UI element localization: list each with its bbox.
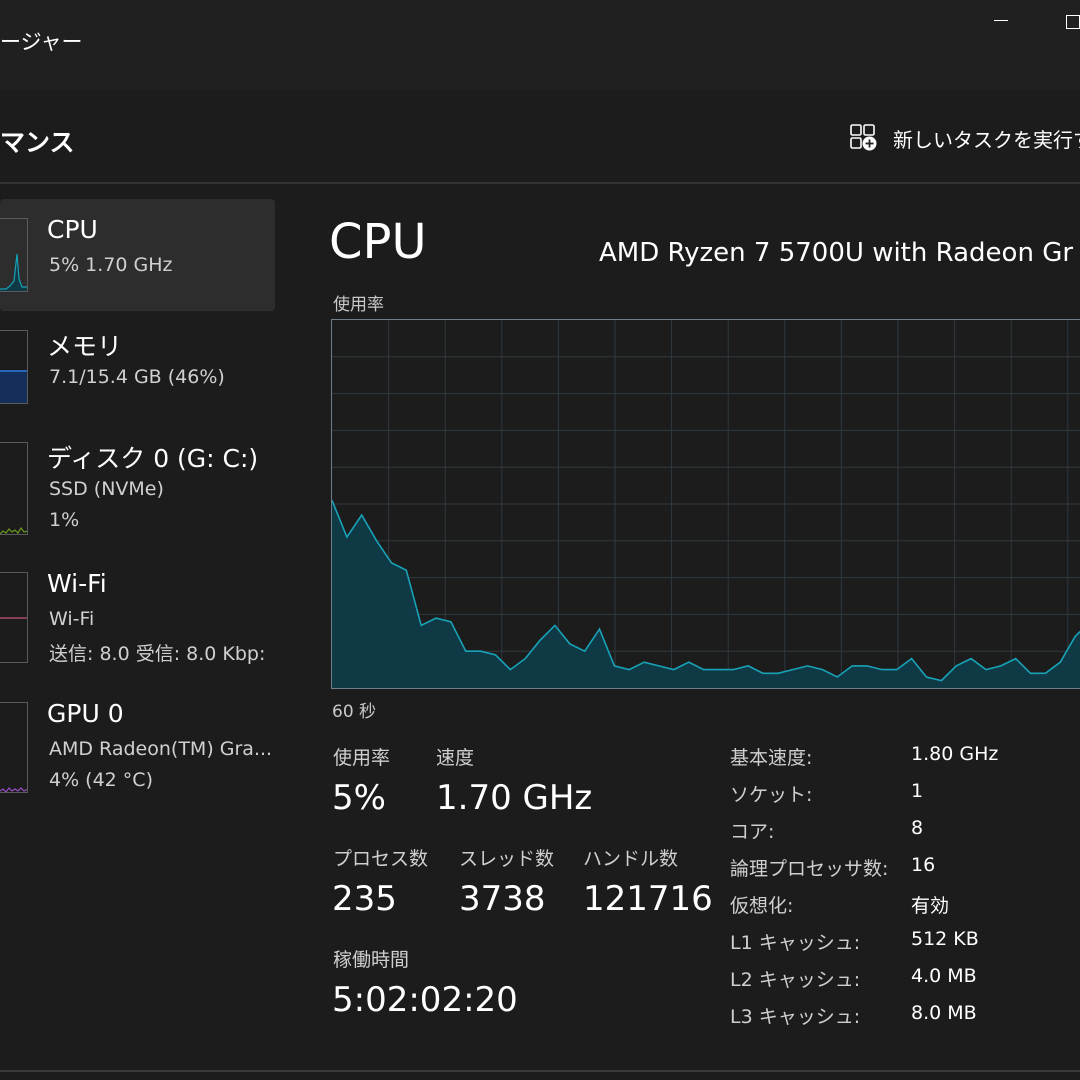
run-new-task-label: 新しいタスクを実行す — [893, 128, 1080, 152]
cpu-model-name: AMD Ryzen 7 5700U with Radeon Gr — [599, 238, 1074, 268]
spec-value: 1 — [911, 780, 924, 802]
spec-label: ソケット: — [730, 784, 813, 806]
processes-value: 235 — [332, 879, 397, 919]
minimize-icon — [994, 20, 1008, 21]
memory-mini-graph — [0, 330, 28, 404]
sidebar-item-detail: 1% — [49, 509, 80, 531]
sidebar-item-title: メモリ — [47, 332, 123, 361]
minimize-button[interactable] — [988, 6, 1018, 36]
handles-value: 121716 — [583, 879, 713, 919]
gpu-mini-graph — [0, 702, 28, 793]
spec-label: 仮想化: — [730, 895, 794, 917]
processes-label: プロセス数 — [333, 848, 429, 870]
wifi-mini-graph — [0, 572, 28, 663]
sidebar-item-detail: Wi-Fi — [49, 608, 95, 630]
maximize-icon — [1066, 15, 1080, 29]
spec-value: 16 — [911, 854, 936, 876]
spec-label: コア: — [730, 821, 775, 843]
page-title: マンス — [0, 128, 75, 157]
cpu-usage-graph — [331, 319, 1080, 689]
spec-value: 有効 — [911, 895, 950, 917]
cpu-heading: CPU — [329, 214, 427, 270]
sidebar-item-title: Wi-Fi — [47, 569, 107, 598]
usage-value: 5% — [332, 778, 386, 818]
cpu-usage-line — [332, 499, 1080, 682]
uptime-label: 稼働時間 — [333, 949, 410, 971]
sidebar-item-title: ディスク 0 (G: C:) — [47, 444, 259, 473]
sidebar-item-detail: 5% 1.70 GHz — [49, 254, 173, 276]
spec-value: 8 — [911, 817, 924, 839]
graph-usage-label: 使用率 — [333, 295, 384, 315]
spec-value: 4.0 MB — [911, 965, 977, 987]
sidebar-item-detail: 7.1/15.4 GB (46%) — [49, 366, 225, 388]
sidebar-item-gpu[interactable]: GPU 0 AMD Radeon(TM) Gra... 4% (42 °C) — [0, 683, 275, 813]
new-task-icon — [850, 124, 877, 151]
sidebar-item-wifi[interactable]: Wi-Fi Wi-Fi 送信: 8.0 受信: 8.0 Kbp: — [0, 553, 275, 683]
usage-label: 使用率 — [333, 747, 391, 769]
bottom-divider — [0, 1070, 1080, 1072]
sidebar-item-detail: SSD (NVMe) — [49, 478, 164, 500]
spec-label: L3 キャッシュ: — [730, 1006, 861, 1028]
maximize-button[interactable] — [1062, 6, 1080, 36]
graph-time-label: 60 秒 — [332, 702, 377, 722]
threads-label: スレッド数 — [459, 848, 555, 870]
page-header: マンス 新しいタスクを実行す — [0, 90, 1080, 184]
spec-label: L2 キャッシュ: — [730, 969, 861, 991]
sidebar-item-title: GPU 0 — [47, 699, 124, 728]
app-title: ージャー — [0, 30, 83, 54]
spec-value: 8.0 MB — [911, 1002, 977, 1024]
cpu-usage-graph-canvas — [332, 320, 1080, 688]
uptime-value: 5:02:02:20 — [332, 980, 518, 1020]
sidebar-item-disk[interactable]: ディスク 0 (G: C:) SSD (NVMe) 1% — [0, 423, 275, 553]
spec-label: 基本速度: — [730, 747, 813, 769]
cpu-usage-area — [332, 500, 1080, 688]
sidebar-item-title: CPU — [47, 215, 98, 244]
sidebar-item-detail: AMD Radeon(TM) Gra... — [49, 738, 273, 760]
sidebar-item-detail: 4% (42 °C) — [49, 769, 153, 791]
sidebar-item-memory[interactable]: メモリ 7.1/15.4 GB (46%) — [0, 311, 275, 423]
spec-value: 1.80 GHz — [911, 743, 999, 765]
spec-label: 論理プロセッサ数: — [730, 858, 889, 880]
disk-mini-graph — [0, 442, 28, 535]
spec-value: 512 KB — [911, 928, 979, 950]
sidebar-item-cpu[interactable]: CPU 5% 1.70 GHz — [0, 199, 275, 311]
speed-value: 1.70 GHz — [436, 778, 593, 818]
threads-value: 3738 — [459, 879, 546, 919]
spec-label: L1 キャッシュ: — [730, 932, 861, 954]
speed-label: 速度 — [436, 747, 475, 769]
sidebar-item-detail: 送信: 8.0 受信: 8.0 Kbp: — [49, 643, 266, 665]
cpu-mini-graph — [0, 218, 28, 292]
handles-label: ハンドル数 — [583, 848, 679, 870]
title-bar: ージャー — [0, 0, 1080, 90]
